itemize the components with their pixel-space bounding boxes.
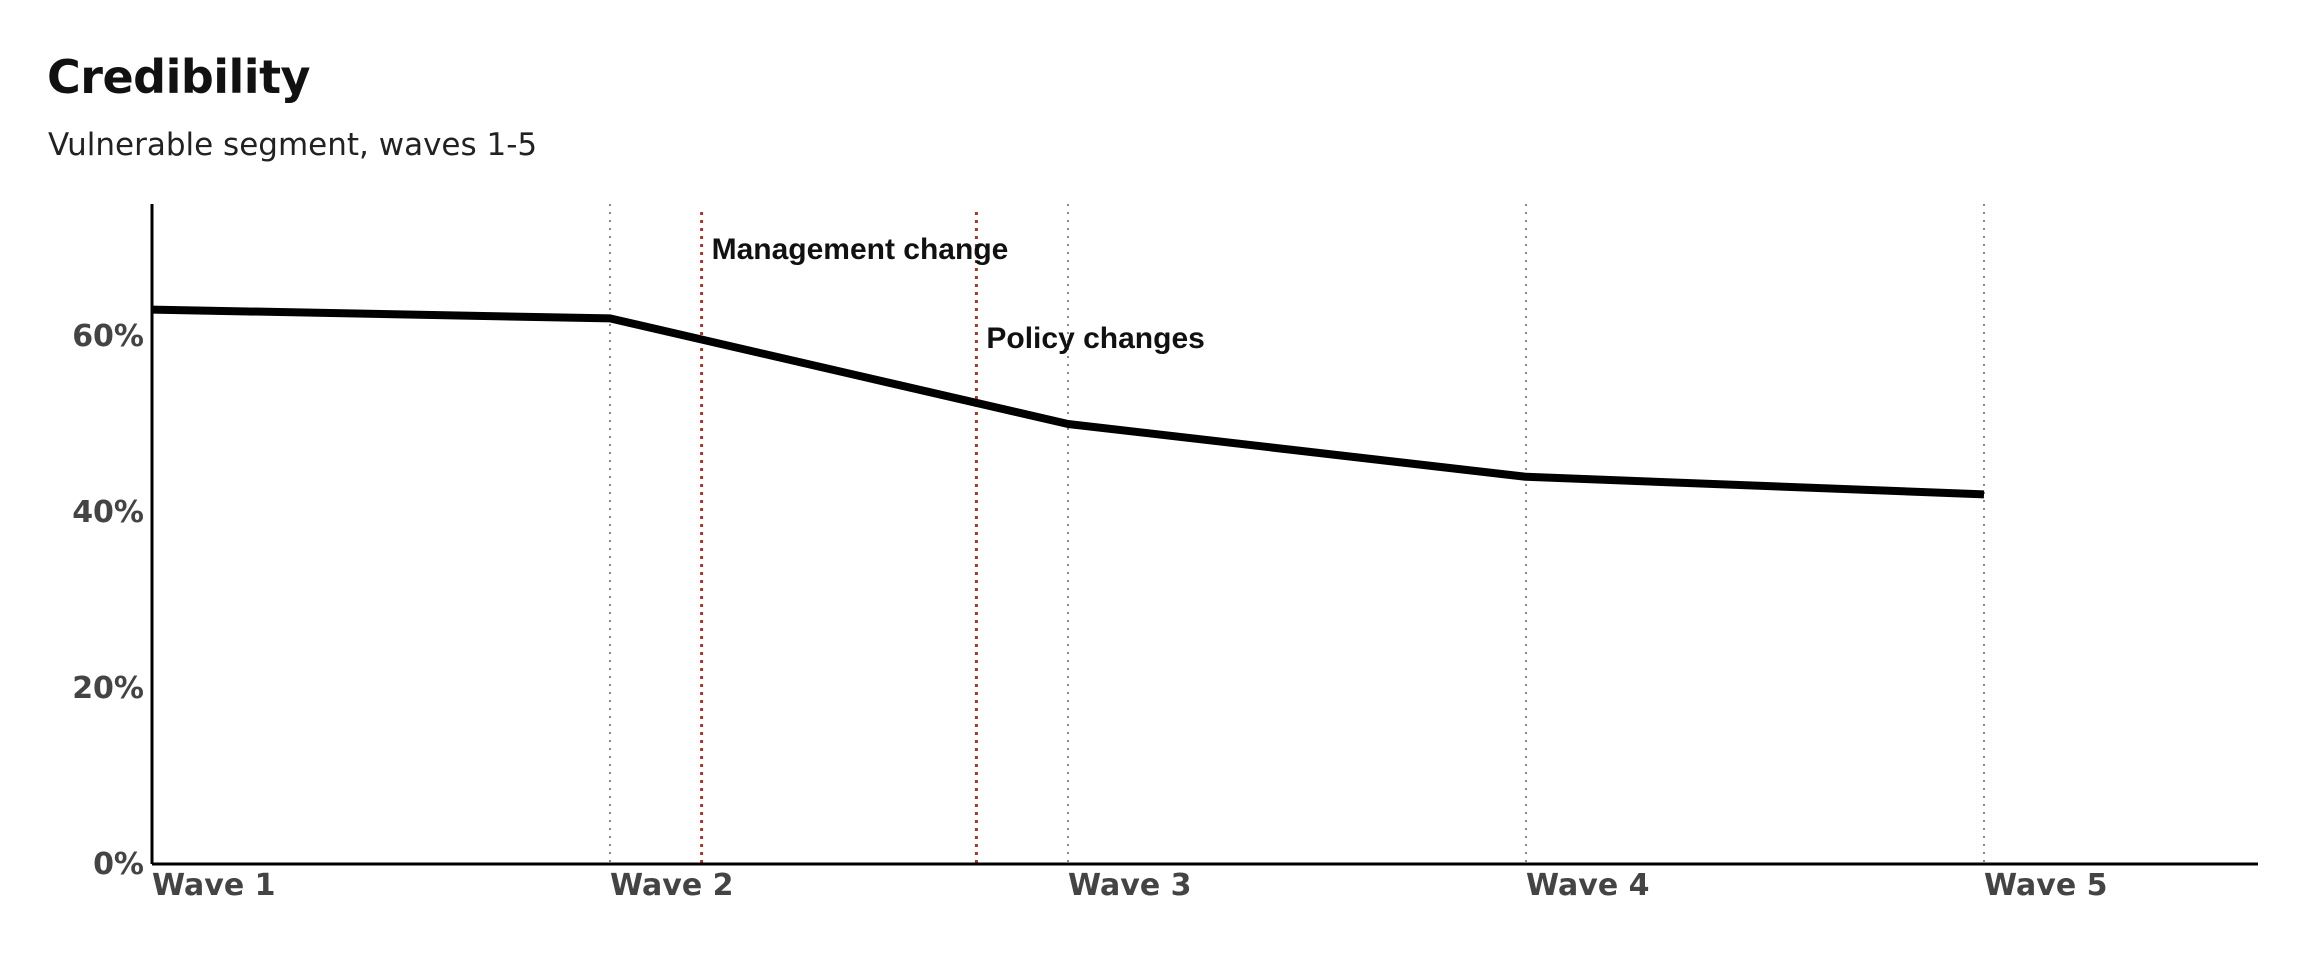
event-annotations: Management change Policy changes	[712, 233, 1205, 355]
x-tick-labels: Wave 1 Wave 2 Wave 3 Wave 4 Wave 5	[152, 868, 2108, 903]
x-tick-label: Wave 1	[152, 868, 276, 903]
event-annotation-label: Management change	[712, 233, 1009, 266]
chart-title: Credibility	[47, 50, 311, 104]
wave-gridlines	[609, 204, 1985, 864]
x-tick-label: Wave 2	[610, 868, 734, 903]
event-lines	[700, 212, 978, 864]
series-lines	[151, 305, 1985, 499]
y-tick-label: 0%	[93, 847, 144, 882]
y-tick-label: 60%	[72, 319, 144, 354]
x-tick-label: Wave 3	[1068, 868, 1192, 903]
x-tick-label: Wave 5	[1984, 868, 2108, 903]
x-tick-label: Wave 4	[1526, 868, 1650, 903]
event-annotation-label: Policy changes	[986, 322, 1204, 355]
chart-subtitle: Vulnerable segment, waves 1-5	[48, 127, 538, 163]
y-tick-label: 20%	[72, 671, 144, 706]
series-line	[151, 305, 1985, 499]
y-tick-labels: 0% 20% 40% 60%	[72, 319, 144, 882]
y-tick-label: 40%	[72, 495, 144, 530]
